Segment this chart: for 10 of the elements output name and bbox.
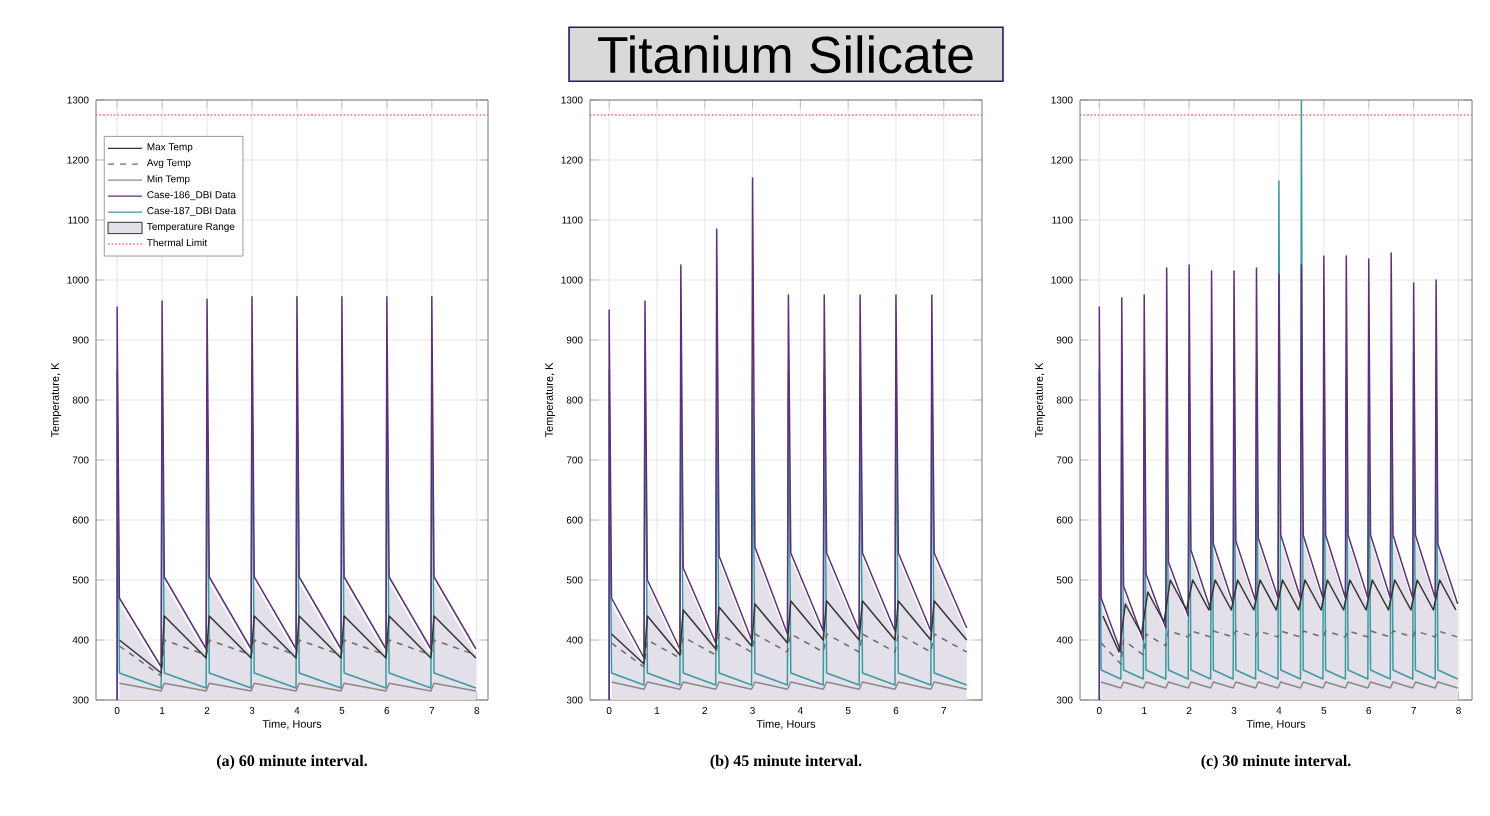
line-series [116, 296, 477, 700]
chart-title: Titanium Silicate [598, 35, 973, 74]
line-series [118, 639, 477, 677]
line-series [1098, 252, 1459, 700]
line-series [610, 633, 968, 668]
line-series [610, 600, 968, 665]
line-series [1100, 630, 1459, 665]
line-series [118, 615, 477, 674]
line-series [1102, 579, 1457, 653]
line-series [608, 177, 968, 700]
